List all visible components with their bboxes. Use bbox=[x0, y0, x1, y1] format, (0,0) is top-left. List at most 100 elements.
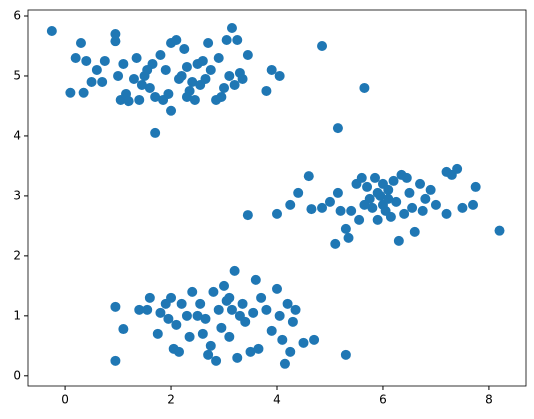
point bbox=[46, 25, 57, 36]
point bbox=[219, 280, 230, 291]
point bbox=[430, 199, 441, 210]
point bbox=[99, 55, 110, 66]
point bbox=[163, 88, 174, 99]
point bbox=[340, 223, 351, 234]
point bbox=[404, 187, 415, 198]
point bbox=[393, 235, 404, 246]
point bbox=[282, 298, 293, 309]
point bbox=[335, 205, 346, 216]
y-tick-label: 3 bbox=[13, 188, 21, 202]
point bbox=[113, 70, 124, 81]
point bbox=[372, 214, 383, 225]
point bbox=[441, 208, 452, 219]
y-tick-label: 4 bbox=[13, 128, 21, 142]
point bbox=[240, 316, 251, 327]
point bbox=[332, 187, 343, 198]
point bbox=[136, 79, 147, 90]
point bbox=[417, 205, 428, 216]
x-tick-label: 4 bbox=[273, 393, 281, 407]
point bbox=[388, 175, 399, 186]
point bbox=[253, 343, 264, 354]
point bbox=[192, 310, 203, 321]
point bbox=[200, 313, 211, 324]
point bbox=[211, 355, 222, 366]
point bbox=[242, 210, 253, 221]
point bbox=[166, 105, 177, 116]
point bbox=[142, 304, 153, 315]
point bbox=[317, 202, 328, 213]
point bbox=[163, 313, 174, 324]
point bbox=[221, 34, 232, 45]
point bbox=[216, 322, 227, 333]
point bbox=[78, 87, 89, 98]
point bbox=[110, 28, 121, 39]
point bbox=[293, 187, 304, 198]
point bbox=[184, 331, 195, 342]
point bbox=[166, 292, 177, 303]
point bbox=[189, 94, 200, 105]
point bbox=[237, 73, 248, 84]
point bbox=[160, 64, 171, 75]
point bbox=[173, 346, 184, 357]
y-tick-label: 1 bbox=[13, 308, 21, 322]
point bbox=[401, 172, 412, 183]
point bbox=[224, 292, 235, 303]
point bbox=[181, 61, 192, 72]
point bbox=[81, 55, 92, 66]
point bbox=[123, 96, 134, 107]
point bbox=[216, 91, 227, 102]
point bbox=[261, 85, 272, 96]
point bbox=[356, 172, 367, 183]
x-tick-label: 2 bbox=[167, 393, 175, 407]
point bbox=[131, 52, 142, 63]
point bbox=[229, 79, 240, 90]
point bbox=[203, 37, 214, 48]
point bbox=[237, 298, 248, 309]
point bbox=[272, 208, 282, 219]
point bbox=[110, 301, 121, 312]
point bbox=[359, 82, 370, 93]
point bbox=[203, 349, 214, 360]
point bbox=[171, 319, 182, 330]
point bbox=[317, 40, 328, 51]
point bbox=[359, 199, 370, 210]
point bbox=[420, 193, 431, 204]
point bbox=[184, 85, 195, 96]
point bbox=[285, 199, 296, 210]
point bbox=[248, 307, 259, 318]
point bbox=[197, 328, 208, 339]
x-tick-label: 6 bbox=[379, 393, 387, 407]
point bbox=[205, 340, 216, 351]
point bbox=[332, 123, 343, 134]
point bbox=[370, 172, 381, 183]
point bbox=[362, 181, 373, 192]
point bbox=[383, 193, 394, 204]
point bbox=[298, 337, 309, 348]
point bbox=[134, 304, 145, 315]
point bbox=[65, 87, 76, 98]
point bbox=[86, 76, 97, 87]
point bbox=[306, 204, 317, 215]
point bbox=[266, 64, 277, 75]
point bbox=[213, 52, 224, 63]
x-tick-label: 8 bbox=[485, 393, 493, 407]
point bbox=[75, 37, 86, 48]
point bbox=[205, 64, 216, 75]
plot-frame bbox=[27, 9, 527, 387]
point bbox=[290, 304, 301, 315]
point bbox=[303, 171, 314, 182]
point bbox=[187, 76, 198, 87]
point bbox=[470, 181, 481, 192]
point bbox=[232, 34, 243, 45]
point bbox=[179, 43, 190, 54]
point bbox=[250, 274, 261, 285]
point bbox=[224, 70, 235, 81]
point bbox=[232, 352, 243, 363]
point bbox=[274, 70, 285, 81]
point bbox=[155, 49, 166, 60]
point bbox=[97, 76, 108, 87]
point bbox=[391, 196, 402, 207]
y-tick-label: 6 bbox=[13, 8, 21, 22]
